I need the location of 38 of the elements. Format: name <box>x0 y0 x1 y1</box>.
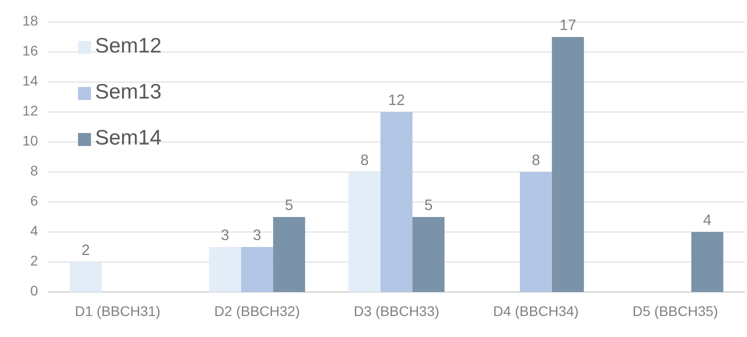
bar <box>691 232 724 292</box>
bar <box>209 247 242 292</box>
data-label: 4 <box>703 212 712 229</box>
data-label: 3 <box>220 227 230 244</box>
y-tick-label: 4 <box>30 222 38 239</box>
bar <box>348 172 380 292</box>
bar <box>520 172 552 292</box>
legend-label: Sem13 <box>95 80 162 104</box>
legend-label: Sem14 <box>95 126 162 150</box>
bar <box>380 112 412 292</box>
data-label: 2 <box>82 242 90 259</box>
data-label: 3 <box>252 227 262 244</box>
bar <box>273 217 306 292</box>
bar <box>552 37 584 292</box>
x-tick-label: D3 (BBCH33) <box>354 303 440 319</box>
x-tick-label: D4 (BBCH34) <box>493 303 579 319</box>
data-label: 17 <box>560 17 576 34</box>
bar <box>70 262 102 292</box>
y-tick-label: 10 <box>22 132 38 149</box>
legend-label: Sem12 <box>95 34 162 58</box>
y-tick-label: 14 <box>22 72 38 89</box>
y-tick-label: 8 <box>30 162 38 179</box>
x-tick-label: D2 (BBCH32) <box>214 303 300 319</box>
bar <box>412 217 444 292</box>
data-label: 5 <box>284 197 294 214</box>
data-label: 5 <box>424 197 433 214</box>
y-tick-label: 6 <box>30 192 38 209</box>
y-tick-label: 0 <box>30 282 38 299</box>
y-tick-label: 12 <box>22 102 38 119</box>
data-label: 8 <box>360 152 369 169</box>
y-tick-label: 16 <box>22 42 38 59</box>
y-tick-label: 2 <box>30 252 38 269</box>
data-label: 8 <box>532 152 540 169</box>
x-tick-label: D5 (BBCH35) <box>632 303 718 319</box>
bar <box>241 247 274 292</box>
x-tick-label: D1 (BBCH31) <box>74 303 160 319</box>
y-tick-label: 18 <box>22 12 38 29</box>
data-label: 12 <box>388 92 405 109</box>
